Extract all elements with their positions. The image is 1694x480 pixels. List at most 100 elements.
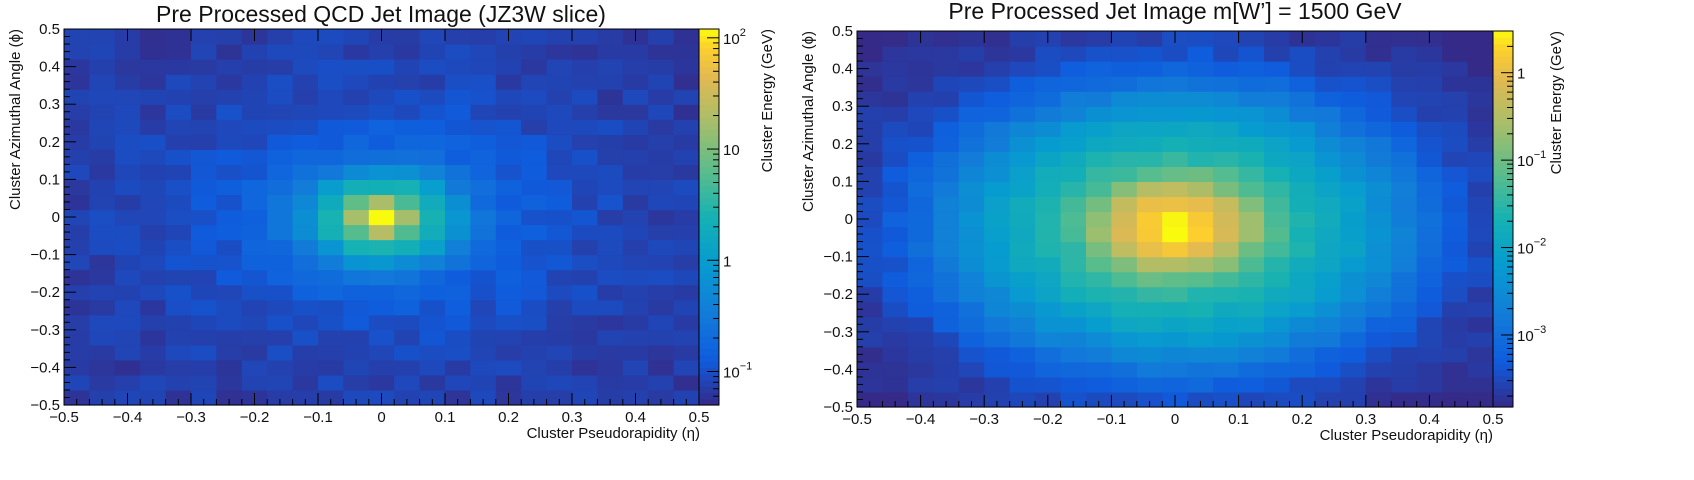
colorbar-segment — [1493, 187, 1513, 195]
heatmap-cell — [318, 119, 344, 135]
heatmap-cell — [597, 164, 624, 180]
heatmap-cell — [673, 239, 700, 256]
heatmap-cell — [1213, 136, 1240, 152]
heatmap-cell — [1035, 271, 1062, 288]
heatmap-cell — [907, 61, 934, 77]
heatmap-cell — [1060, 331, 1087, 348]
heatmap-cell — [984, 241, 1011, 258]
heatmap-cell — [495, 119, 522, 135]
heatmap-cell — [521, 104, 548, 120]
heatmap-cell — [958, 361, 985, 378]
heatmap-cell — [470, 44, 497, 60]
heatmap-cell — [267, 44, 294, 60]
heatmap-cell — [1442, 391, 1469, 408]
heatmap-cell — [165, 314, 192, 331]
heatmap-cell — [1416, 181, 1443, 198]
heatmap-cell — [292, 149, 319, 165]
heatmap-cell — [1289, 331, 1316, 348]
heatmap-cell — [470, 389, 497, 406]
colorbar-segment — [699, 285, 719, 293]
heatmap-cell — [445, 374, 471, 391]
heatmap-cell — [495, 254, 522, 271]
heatmap-cell — [1085, 121, 1112, 137]
heatmap-cell — [857, 106, 884, 122]
colorbar-tick-label: 1 — [723, 253, 731, 270]
heatmap-cell — [64, 179, 90, 196]
heatmap-cell — [1416, 166, 1443, 182]
heatmap-cell — [1365, 226, 1392, 243]
heatmap-cell — [1365, 241, 1392, 258]
heatmap-cell — [1467, 31, 1494, 47]
heatmap-cell — [368, 194, 395, 211]
heatmap-cell — [241, 134, 268, 150]
heatmap-cell — [445, 209, 471, 226]
heatmap-cell — [1187, 196, 1214, 213]
heatmap-cell — [572, 359, 598, 376]
heatmap-cell — [114, 194, 141, 211]
heatmap-cell — [958, 286, 985, 303]
heatmap-cell — [1442, 61, 1469, 77]
heatmap-cell — [1238, 241, 1265, 258]
heatmap-cell — [984, 106, 1011, 122]
heatmap-cell — [165, 374, 192, 391]
colorbar-segment — [1493, 162, 1513, 170]
heatmap-cell — [64, 29, 90, 45]
heatmap-cell — [1391, 166, 1418, 182]
heatmap-cell — [318, 239, 344, 256]
heatmap-cell — [1187, 46, 1214, 62]
heatmap-cell — [1213, 61, 1240, 77]
heatmap-cell — [470, 209, 497, 226]
heatmap-cell — [165, 89, 192, 105]
heatmap-cell — [1264, 346, 1291, 363]
heatmap-cell — [1340, 121, 1367, 137]
heatmap-cell — [267, 284, 294, 301]
heatmap-cell — [546, 329, 573, 346]
heatmap-cell — [933, 31, 960, 47]
heatmap-cell — [114, 89, 141, 105]
heatmap-cell — [292, 269, 319, 286]
colorbar-tick-exponent: −1 — [740, 361, 753, 373]
heatmap-cell — [1187, 61, 1214, 77]
heatmap-cell — [318, 374, 344, 391]
heatmap-cell — [241, 284, 268, 301]
heatmap-cell — [495, 59, 522, 75]
heatmap-cell — [521, 224, 548, 241]
heatmap-cell — [1085, 166, 1112, 182]
colorbar-segment — [1493, 225, 1513, 233]
heatmap-cell — [933, 286, 960, 303]
colorbar-segment — [699, 85, 719, 93]
heatmap-cell — [368, 224, 395, 241]
heatmap-cell — [343, 329, 370, 346]
heatmap-cell — [114, 74, 141, 90]
heatmap-cell — [140, 314, 167, 331]
heatmap-cell — [984, 361, 1011, 378]
heatmap-cell — [445, 179, 471, 196]
heatmap-cell — [318, 314, 344, 331]
heatmap-cell — [1060, 376, 1087, 393]
heatmap-cell — [597, 269, 624, 286]
heatmap-cell — [1467, 106, 1494, 122]
heatmap-cell — [1136, 31, 1163, 47]
colorbar-segment — [699, 97, 719, 105]
heatmap-cell — [546, 134, 573, 150]
heatmap-cell — [882, 331, 909, 348]
colorbar-segment — [1493, 112, 1513, 120]
heatmap-cell — [622, 329, 649, 346]
colorbar-segment — [699, 129, 719, 137]
heatmap-cell — [165, 104, 192, 120]
heatmap-cell — [521, 164, 548, 180]
heatmap-cell — [1213, 361, 1240, 378]
colorbar-segment — [699, 242, 719, 249]
heatmap-cell — [368, 329, 395, 346]
heatmap-cell — [1391, 271, 1418, 288]
heatmap-cell — [140, 329, 167, 346]
heatmap-cell — [292, 254, 319, 271]
heatmap-cell — [857, 91, 884, 107]
heatmap-cell — [394, 29, 421, 45]
heatmap-cell — [1314, 46, 1341, 62]
heatmap-cell — [1213, 91, 1240, 107]
heatmap-cell — [445, 119, 471, 135]
heatmap-cell — [1467, 46, 1494, 62]
heatmap-cell — [343, 104, 370, 120]
